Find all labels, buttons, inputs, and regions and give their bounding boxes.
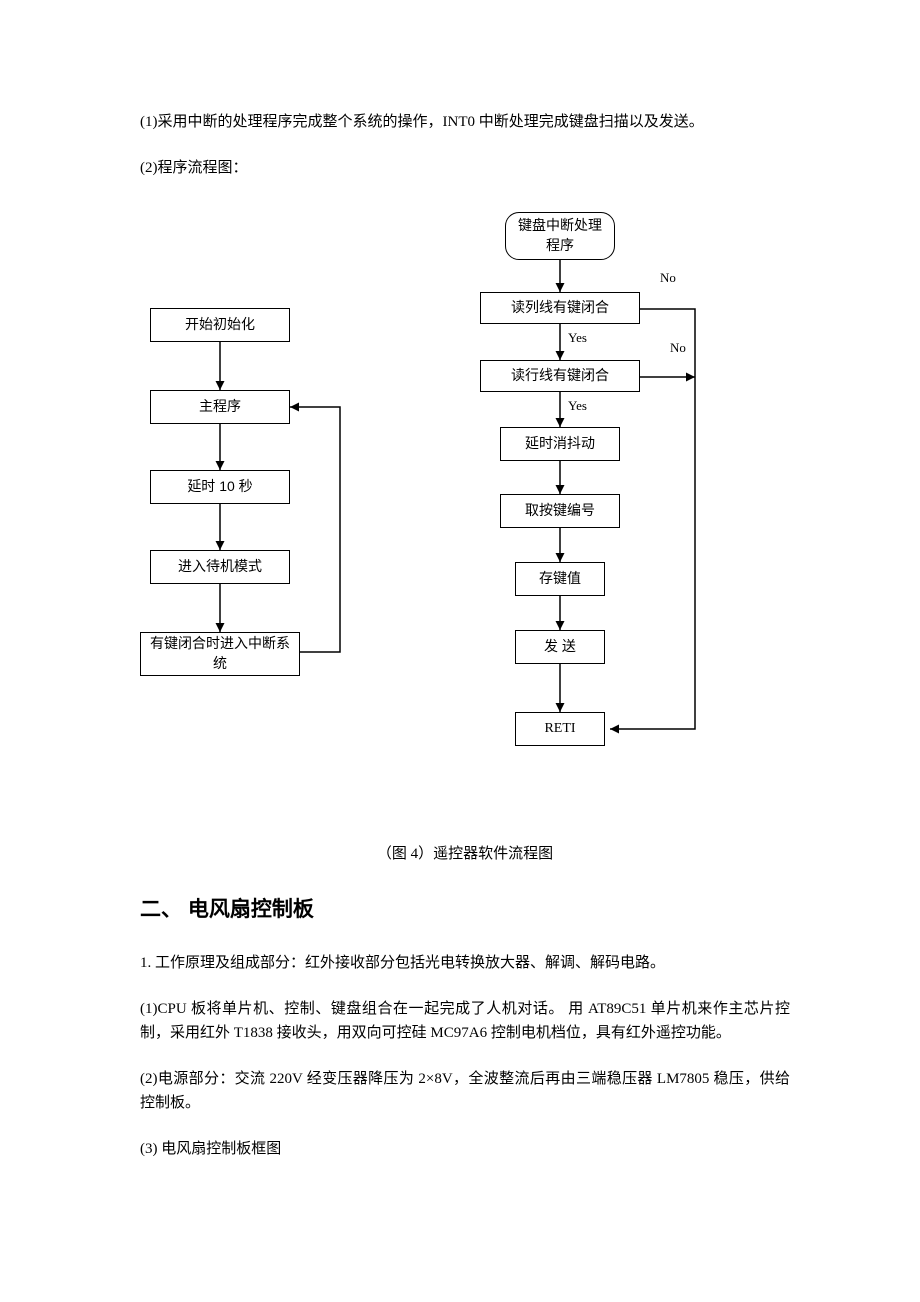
flow-right-keycode: 取按键编号 [500, 494, 620, 528]
label-yes-2: Yes [568, 398, 587, 414]
label-no-2: No [670, 340, 686, 356]
flowchart-diagram: 开始初始化 主程序 延时 10 秒 进入待机模式 有键闭合时进入中断系统 键盘中… [130, 202, 790, 822]
paragraph-1: (1)采用中断的处理程序完成整个系统的操作，INT0 中断处理完成键盘扫描以及发… [140, 110, 790, 134]
flow-right-start: 键盘中断处理程序 [505, 212, 615, 260]
flow-right-row-check: 读行线有键闭合 [480, 360, 640, 392]
flow-left-standby: 进入待机模式 [150, 550, 290, 584]
paragraph-5: (2)电源部分：交流 220V 经变压器降压为 2×8V，全波整流后再由三端稳压… [140, 1067, 790, 1115]
label-yes-1: Yes [568, 330, 587, 346]
flow-right-store: 存键值 [515, 562, 605, 596]
section-heading-2: 二、 电风扇控制板 [140, 893, 790, 923]
paragraph-2: (2)程序流程图： [140, 156, 790, 180]
flow-right-debounce: 延时消抖动 [500, 427, 620, 461]
flow-right-col-check: 读列线有键闭合 [480, 292, 640, 324]
flow-left-init: 开始初始化 [150, 308, 290, 342]
flow-right-reti: RETI [515, 712, 605, 746]
paragraph-3: 1. 工作原理及组成部分：红外接收部分包括光电转换放大器、解调、解码电路。 [140, 951, 790, 975]
flow-left-interrupt: 有键闭合时进入中断系统 [140, 632, 300, 676]
flow-right-send: 发 送 [515, 630, 605, 664]
paragraph-6: (3) 电风扇控制板框图 [140, 1137, 790, 1161]
figure-caption: （图 4）遥控器软件流程图 [140, 842, 790, 863]
label-no-1: No [660, 270, 676, 286]
flow-left-delay: 延时 10 秒 [150, 470, 290, 504]
paragraph-4: (1)CPU 板将单片机、控制、键盘组合在一起完成了人机对话。 用 AT89C5… [140, 997, 790, 1045]
flow-left-main: 主程序 [150, 390, 290, 424]
